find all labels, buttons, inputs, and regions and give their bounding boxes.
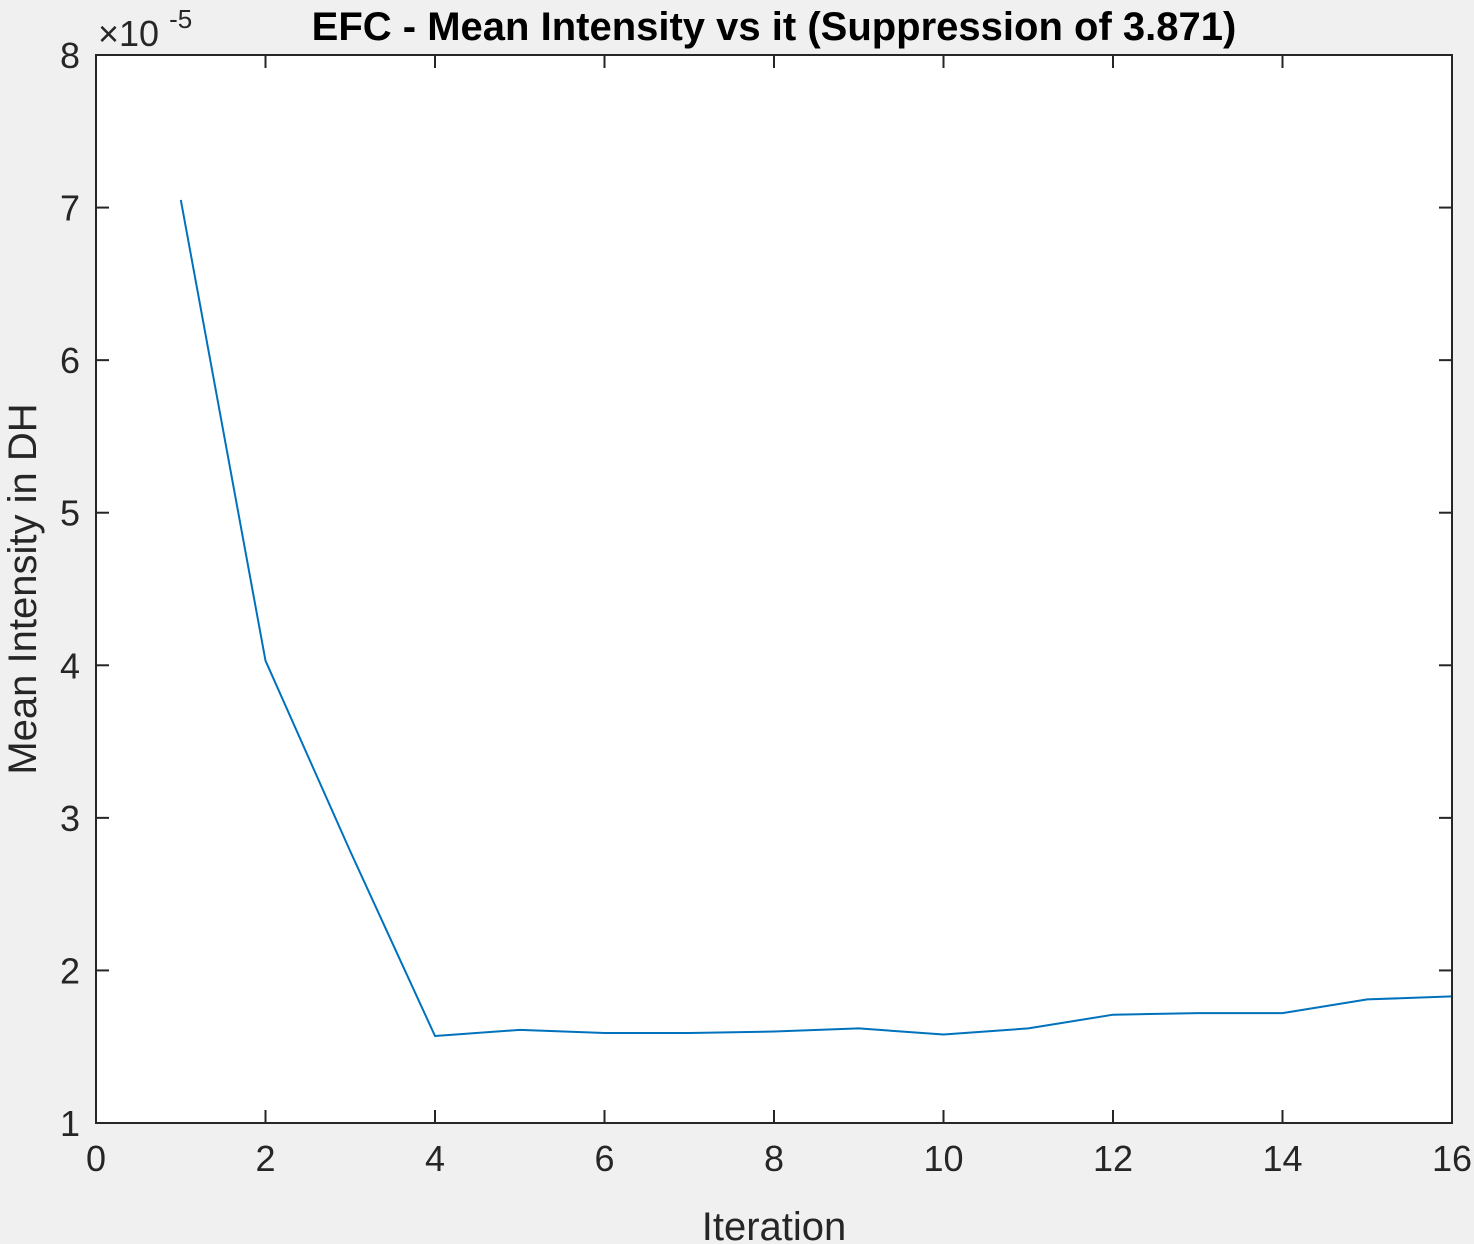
y-tick-label: 2 xyxy=(60,950,80,991)
x-tick-label: 14 xyxy=(1262,1138,1302,1179)
y-axis-multiplier: ×10 -5 xyxy=(98,4,192,54)
x-tick-label: 0 xyxy=(86,1138,106,1179)
y-tick-label: 3 xyxy=(60,798,80,839)
x-tick-label: 2 xyxy=(255,1138,275,1179)
x-tick-label: 8 xyxy=(764,1138,784,1179)
x-tick-label: 10 xyxy=(923,1138,963,1179)
x-tick-label: 6 xyxy=(594,1138,614,1179)
y-tick-label: 6 xyxy=(60,340,80,381)
x-tick-label: 4 xyxy=(425,1138,445,1179)
y-tick-label: 7 xyxy=(60,188,80,229)
y-axis-multiplier-base: ×10 xyxy=(98,13,159,54)
plot-area xyxy=(96,55,1452,1123)
x-tick-label: 12 xyxy=(1093,1138,1133,1179)
chart-title: EFC - Mean Intensity vs it (Suppression … xyxy=(312,5,1237,49)
y-tick-label: 4 xyxy=(60,645,80,686)
x-axis-label: Iteration xyxy=(702,1205,847,1244)
series-layer xyxy=(179,199,1453,1037)
x-tick-label: 16 xyxy=(1432,1138,1472,1179)
series-line xyxy=(179,199,1453,1037)
y-tick-label: 5 xyxy=(60,493,80,534)
y-tick-label: 8 xyxy=(60,35,80,76)
y-axis-multiplier-exponent: -5 xyxy=(169,4,192,34)
y-tick-label: 1 xyxy=(60,1103,80,1144)
y-axis-label: Mean Intensity in DH xyxy=(1,403,45,774)
